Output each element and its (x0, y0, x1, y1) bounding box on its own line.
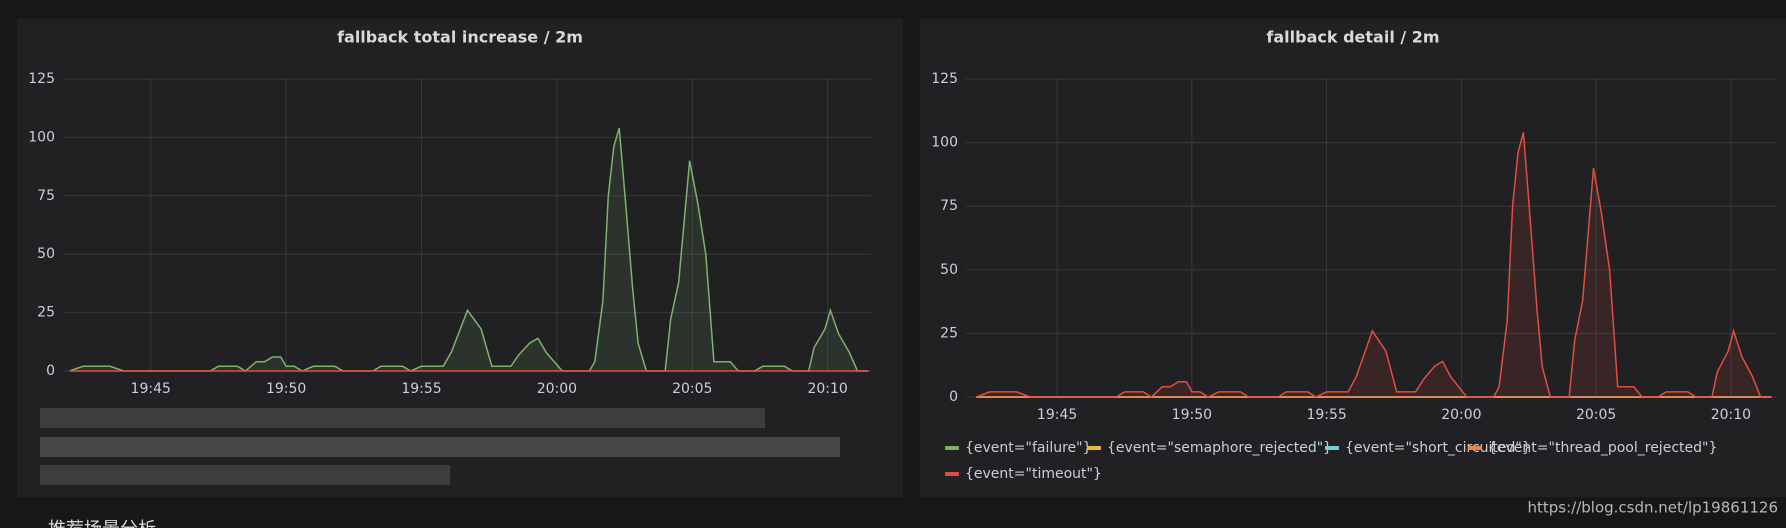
blur-block (40, 437, 840, 457)
x-tick-label: 19:45 (1037, 407, 1077, 423)
series-line (69, 127, 869, 372)
x-tick-label: 19:50 (266, 381, 306, 397)
y-tick-label: 75 (37, 188, 55, 204)
y-tick-label: 0 (46, 363, 55, 379)
y-tick-label: 125 (931, 71, 958, 87)
y-tick-label: 75 (940, 198, 958, 214)
watermark: https://blog.csdn.net/lp19861126 (1528, 499, 1779, 517)
x-tick-label: 20:10 (1711, 407, 1751, 423)
legend-swatch (1087, 446, 1101, 450)
legend-swatch (945, 472, 959, 476)
y-tick-label: 25 (37, 305, 55, 321)
section-heading: 推荐场景分析 (48, 519, 156, 528)
x-tick-label: 19:50 (1172, 407, 1212, 423)
y-tick-label: 50 (940, 262, 958, 278)
blur-block (40, 465, 450, 485)
x-tick-label: 20:05 (672, 381, 712, 397)
series-area (976, 132, 1772, 397)
legend-label[interactable]: {event="failure"} (965, 440, 1092, 456)
legend-swatch (1325, 446, 1339, 450)
series-line (975, 132, 1772, 398)
legend-swatch (1468, 446, 1482, 450)
x-tick-label: 19:55 (1306, 407, 1346, 423)
legend-label[interactable]: {event="thread_pool_rejected"} (1488, 440, 1717, 456)
series-area (69, 128, 869, 371)
x-tick-label: 19:55 (401, 381, 441, 397)
x-tick-label: 19:45 (131, 381, 171, 397)
y-tick-label: 125 (28, 71, 55, 87)
x-tick-label: 20:05 (1576, 407, 1616, 423)
legend-label[interactable]: {event="semaphore_rejected"} (1107, 440, 1332, 456)
panel-title: fallback detail / 2m (1266, 28, 1439, 47)
y-tick-label: 100 (28, 129, 55, 145)
y-tick-label: 25 (940, 325, 958, 341)
legend-label[interactable]: {event="short_circuited"} (1345, 440, 1531, 456)
x-tick-label: 20:10 (807, 381, 847, 397)
x-tick-label: 20:00 (1441, 407, 1481, 423)
panel-title: fallback total increase / 2m (337, 28, 583, 47)
x-tick-label: 20:00 (537, 381, 577, 397)
redacted-legend (40, 408, 840, 485)
panel (920, 19, 1786, 497)
blur-block (40, 408, 765, 428)
y-tick-label: 50 (37, 246, 55, 262)
legend-swatch (945, 446, 959, 450)
legend-label[interactable]: {event="timeout"} (965, 466, 1102, 482)
y-tick-label: 100 (931, 135, 958, 151)
y-tick-label: 0 (949, 389, 958, 405)
